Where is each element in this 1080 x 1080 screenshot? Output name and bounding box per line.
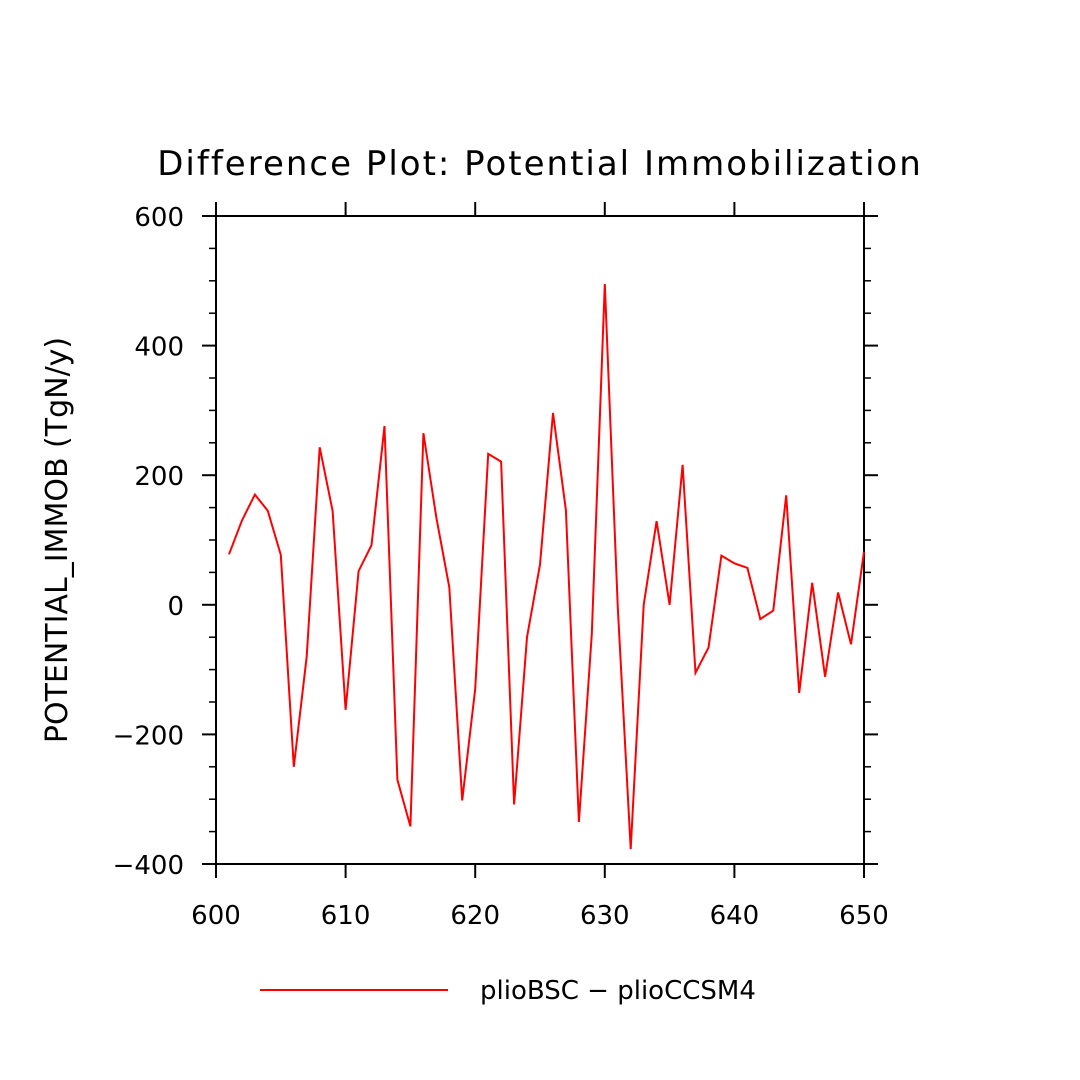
legend-label: plioBSC − plioCCSM4 xyxy=(480,976,756,1006)
x-tick-label: 600 xyxy=(191,901,241,931)
y-tick-label: −200 xyxy=(113,721,184,751)
chart-title: Difference Plot: Potential Immobilizatio… xyxy=(157,144,923,184)
y-tick-label: 600 xyxy=(134,203,184,233)
x-tick-label: 650 xyxy=(839,901,889,931)
y-tick-label: 400 xyxy=(134,333,184,363)
series-layer xyxy=(228,283,865,850)
axis-ticks: 600 610 620 630 640 650 −400 −200 0 200 400 600 xyxy=(113,202,889,931)
y-tick-label: 0 xyxy=(167,592,184,622)
y-tick-label: 200 xyxy=(134,462,184,492)
legend: plioBSC − plioCCSM4 xyxy=(260,976,756,1006)
series-line xyxy=(228,283,865,850)
x-tick-label: 640 xyxy=(710,901,760,931)
x-tick-label: 620 xyxy=(450,901,500,931)
y-tick-label: −400 xyxy=(113,851,184,881)
x-tick-label: 610 xyxy=(321,901,371,931)
y-axis-label: POTENTIAL_IMMOB (TgN/y) xyxy=(40,337,75,743)
x-tick-label: 630 xyxy=(580,901,630,931)
